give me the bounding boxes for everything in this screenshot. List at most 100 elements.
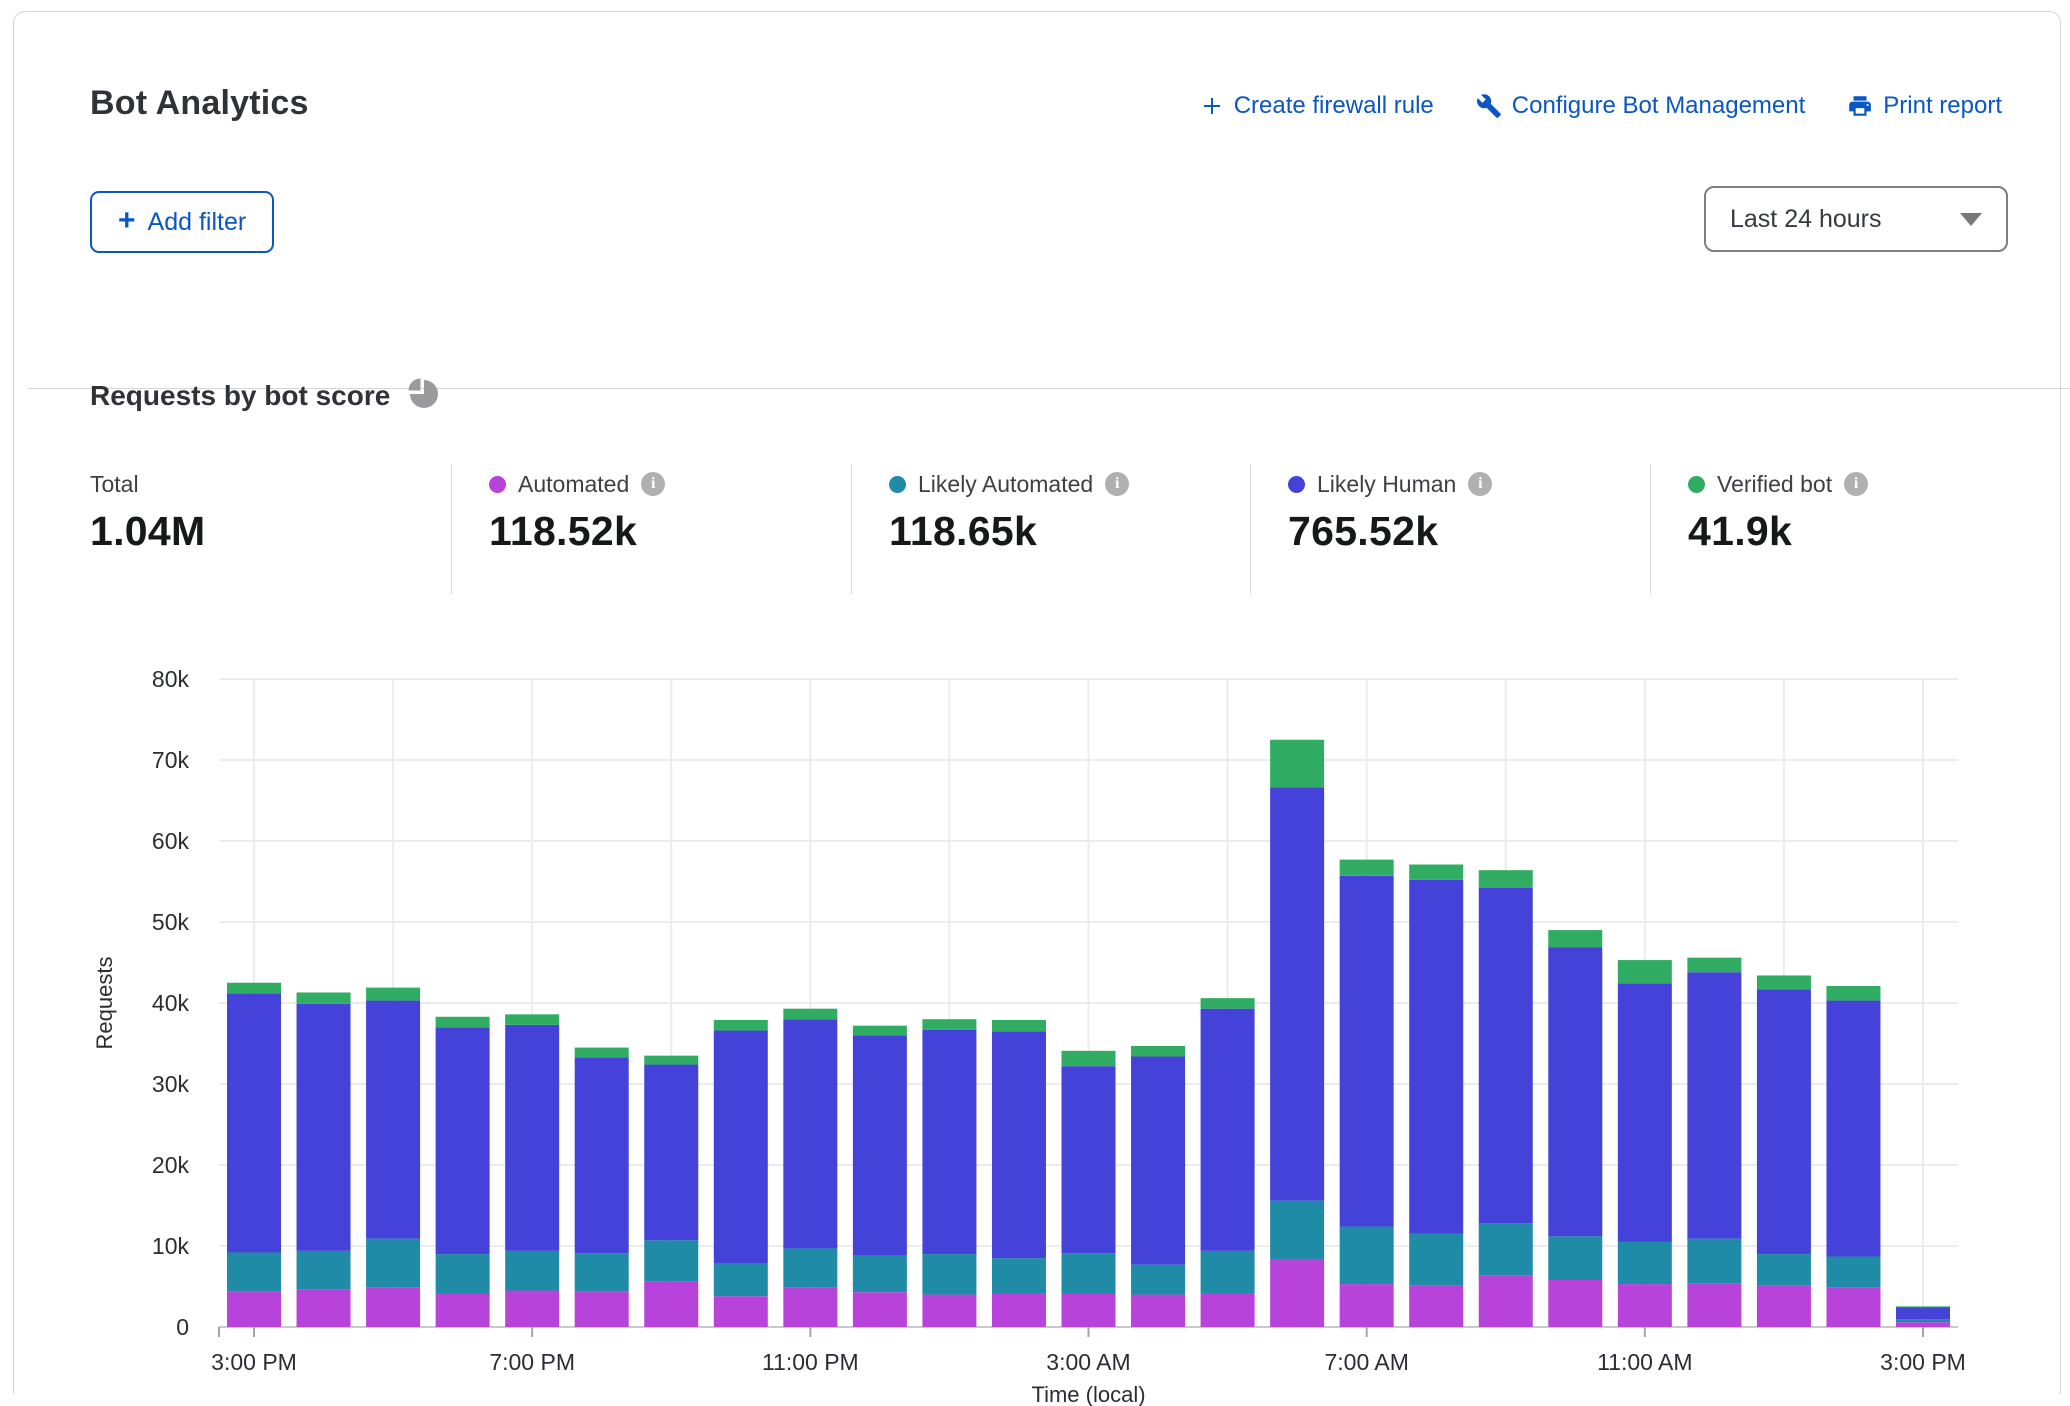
bar-segment-automated xyxy=(1826,1287,1880,1327)
bar-segment-verified-bot xyxy=(575,1048,629,1058)
stat-label: Likely Human xyxy=(1317,471,1456,498)
bot-analytics-card: Bot Analytics Create firewall rule Confi… xyxy=(13,11,2061,1394)
x-axis-title: Time (local) xyxy=(1031,1382,1145,1406)
bar-segment-likely-human xyxy=(1548,947,1602,1236)
configure-bot-management-link[interactable]: Configure Bot Management xyxy=(1476,92,1806,120)
chart-section-header: Requests by bot score xyxy=(90,376,440,415)
stat-total: Total 1.04M xyxy=(90,470,205,555)
bar-segment-verified-bot xyxy=(1201,998,1255,1009)
stat-verified-bot: Verified bot i 41.9k xyxy=(1688,470,1868,555)
bar-segment-likely-automated xyxy=(1062,1253,1116,1293)
bar-segment-likely-automated xyxy=(436,1254,490,1293)
bar-segment-likely-automated xyxy=(853,1256,907,1292)
time-range-select[interactable]: Last 24 hours xyxy=(1704,186,2008,252)
link-label: Configure Bot Management xyxy=(1512,92,1806,120)
bar-segment-automated xyxy=(1201,1293,1255,1327)
bar-segment-likely-automated xyxy=(1618,1242,1672,1284)
stat-likely-automated: Likely Automated i 118.65k xyxy=(889,470,1129,555)
x-tick-label: 3:00 PM xyxy=(1880,1349,1966,1375)
bar-segment-verified-bot xyxy=(1687,958,1741,973)
stat-value: 765.52k xyxy=(1288,508,1492,555)
stat-divider xyxy=(1650,464,1651,594)
bar-segment-likely-automated xyxy=(1201,1251,1255,1293)
bar-segment-verified-bot xyxy=(922,1019,976,1030)
bar-segment-likely-human xyxy=(297,1004,351,1251)
bar-segment-likely-human xyxy=(1479,888,1533,1223)
stat-automated: Automated i 118.52k xyxy=(489,470,665,555)
y-tick-label: 0 xyxy=(176,1314,189,1340)
bar-segment-verified-bot xyxy=(1826,986,1880,1001)
bar-segment-likely-human xyxy=(992,1031,1046,1258)
add-filter-label: Add filter xyxy=(148,208,247,237)
stat-value: 118.52k xyxy=(489,508,665,555)
bar-segment-likely-automated xyxy=(714,1263,768,1296)
bar-segment-automated xyxy=(1270,1259,1324,1327)
y-tick-label: 60k xyxy=(152,828,190,854)
bar-segment-likely-automated xyxy=(922,1254,976,1295)
likely-human-legend-dot xyxy=(1288,476,1305,493)
bar-segment-automated xyxy=(1687,1283,1741,1327)
bar-segment-likely-human xyxy=(505,1025,559,1251)
bar-segment-likely-human xyxy=(1201,1009,1255,1251)
stat-value: 41.9k xyxy=(1688,508,1868,555)
add-filter-button[interactable]: + Add filter xyxy=(90,191,274,253)
bar-segment-verified-bot xyxy=(1479,870,1533,888)
bar-segment-verified-bot xyxy=(783,1009,837,1020)
info-icon[interactable]: i xyxy=(1468,472,1492,496)
info-icon[interactable]: i xyxy=(1105,472,1129,496)
bar-segment-automated xyxy=(714,1296,768,1327)
y-tick-label: 80k xyxy=(152,666,190,692)
bar-segment-verified-bot xyxy=(297,992,351,1003)
plus-icon xyxy=(1200,94,1224,118)
stat-label: Likely Automated xyxy=(918,471,1093,498)
bar-segment-verified-bot xyxy=(436,1017,490,1028)
bar-segment-likely-human xyxy=(853,1035,907,1255)
bar-segment-likely-automated xyxy=(992,1258,1046,1293)
info-icon[interactable]: i xyxy=(641,472,665,496)
bar-segment-verified-bot xyxy=(1618,960,1672,983)
bar-segment-verified-bot xyxy=(1340,860,1394,876)
create-firewall-rule-link[interactable]: Create firewall rule xyxy=(1200,92,1434,120)
bar-segment-verified-bot xyxy=(714,1020,768,1031)
bar-segment-automated xyxy=(436,1293,490,1327)
page-title: Bot Analytics xyxy=(90,84,309,123)
bar-segment-automated xyxy=(1757,1286,1811,1327)
bar-segment-likely-human xyxy=(644,1065,698,1241)
bar-segment-verified-bot xyxy=(644,1056,698,1065)
bar-segment-likely-automated xyxy=(1340,1227,1394,1285)
bar-segment-automated xyxy=(1896,1322,1950,1327)
bar-segment-likely-automated xyxy=(1548,1236,1602,1280)
bar-segment-verified-bot xyxy=(992,1020,1046,1031)
print-report-link[interactable]: Print report xyxy=(1847,92,2002,120)
info-icon[interactable]: i xyxy=(1844,472,1868,496)
bar-segment-automated xyxy=(1548,1280,1602,1327)
printer-icon xyxy=(1847,93,1873,119)
bar-segment-likely-automated xyxy=(505,1251,559,1291)
bar-segment-automated xyxy=(1409,1286,1463,1327)
stat-divider xyxy=(851,464,852,594)
bar-segment-likely-human xyxy=(366,1001,420,1239)
bar-segment-likely-human xyxy=(1340,876,1394,1227)
bar-segment-verified-bot xyxy=(853,1026,907,1036)
bar-segment-likely-human xyxy=(1618,984,1672,1242)
bar-segment-likely-human xyxy=(714,1031,768,1263)
stat-divider xyxy=(451,464,452,594)
bar-segment-verified-bot xyxy=(1062,1051,1116,1066)
bar-segment-likely-human xyxy=(436,1027,490,1254)
stat-value: 1.04M xyxy=(90,508,205,555)
bar-segment-likely-automated xyxy=(227,1252,281,1291)
verified-bot-legend-dot xyxy=(1688,476,1705,493)
x-tick-label: 7:00 PM xyxy=(489,1349,575,1375)
automated-legend-dot xyxy=(489,476,506,493)
bar-segment-likely-automated xyxy=(366,1239,420,1288)
bar-segment-likely-automated xyxy=(1757,1254,1811,1286)
bar-segment-verified-bot xyxy=(366,988,420,1001)
bar-segment-likely-human xyxy=(1896,1307,1950,1319)
bar-segment-likely-human xyxy=(1409,880,1463,1234)
bar-segment-likely-human xyxy=(1757,989,1811,1254)
pie-chart-icon xyxy=(406,376,440,415)
bar-segment-automated xyxy=(366,1287,420,1327)
bar-segment-automated xyxy=(1340,1284,1394,1327)
x-tick-label: 7:00 AM xyxy=(1324,1349,1408,1375)
bar-segment-likely-automated xyxy=(1687,1239,1741,1284)
